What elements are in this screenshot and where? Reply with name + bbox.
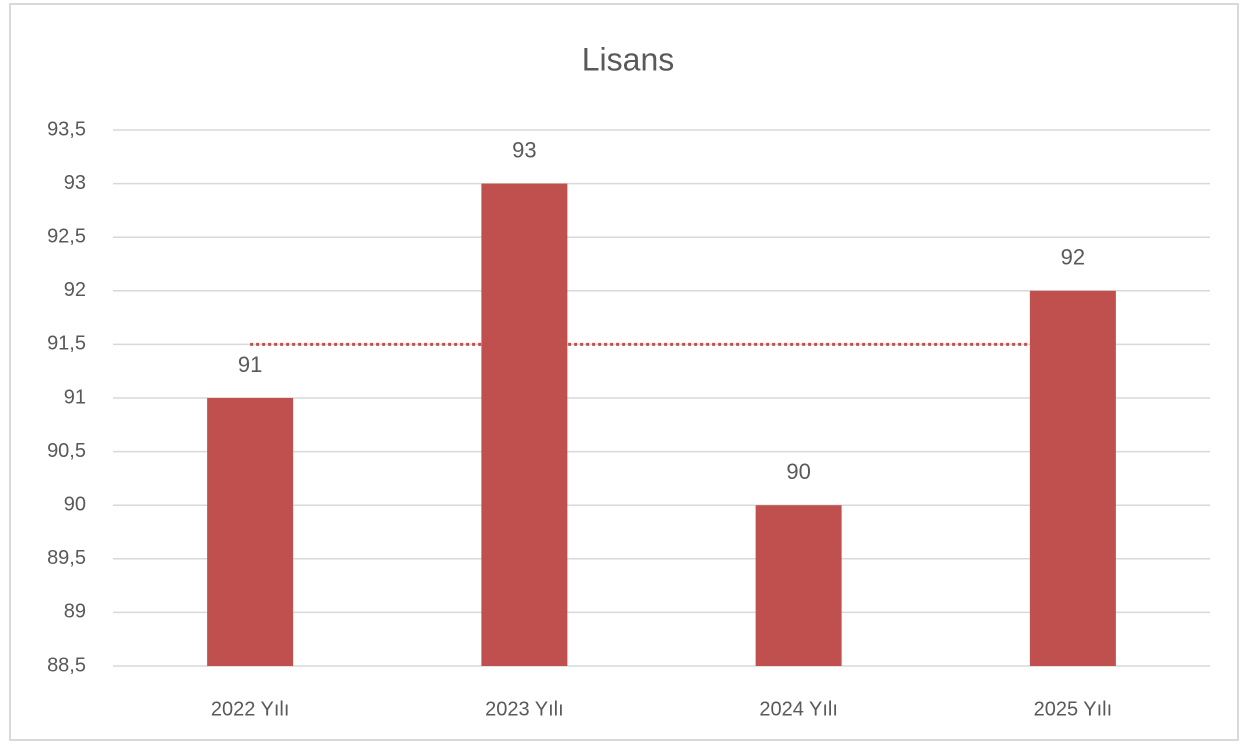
y-tick-label: 91,5 bbox=[47, 333, 86, 355]
data-label: 93 bbox=[512, 137, 536, 162]
y-tick-label: 89,5 bbox=[47, 547, 86, 569]
y-tick-label: 88,5 bbox=[47, 654, 86, 676]
y-tick-label: 92 bbox=[64, 279, 86, 301]
y-tick-label: 93,5 bbox=[47, 118, 86, 140]
y-tick-label: 90 bbox=[64, 493, 86, 515]
x-tick-label: 2023 Yılı bbox=[485, 698, 564, 720]
bar bbox=[481, 183, 568, 666]
y-tick-label: 90,5 bbox=[47, 440, 86, 462]
chart-title: Lisans bbox=[582, 41, 675, 77]
y-tick-label: 92,5 bbox=[47, 225, 86, 247]
x-tick-label: 2024 Yılı bbox=[759, 698, 838, 720]
y-tick-label: 89 bbox=[64, 601, 86, 623]
x-tick-label: 2025 Yılı bbox=[1034, 698, 1113, 720]
x-tick-label: 2022 Yılı bbox=[211, 698, 290, 720]
data-label: 92 bbox=[1061, 245, 1085, 270]
y-tick-label: 91 bbox=[64, 386, 86, 408]
bar bbox=[1029, 290, 1116, 666]
y-tick-label: 93 bbox=[64, 172, 86, 194]
data-label: 91 bbox=[238, 352, 262, 377]
bar bbox=[207, 398, 294, 666]
bar bbox=[755, 505, 842, 666]
data-label: 90 bbox=[786, 459, 810, 484]
